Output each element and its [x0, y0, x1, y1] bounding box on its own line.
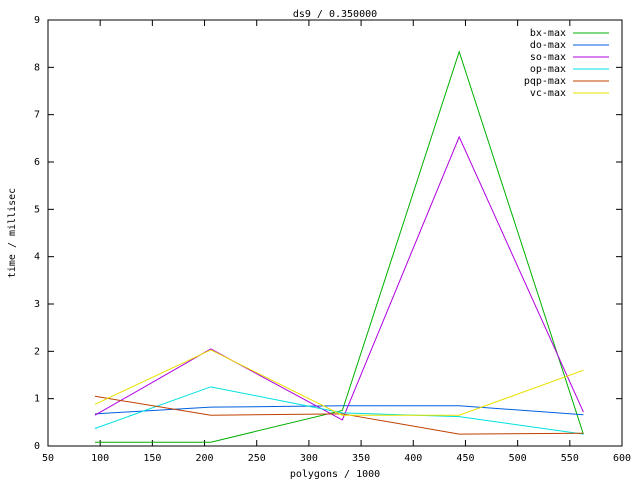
series-line	[94, 349, 584, 416]
chart-title: ds9 / 0.350000	[293, 9, 377, 20]
y-tick-label: 3	[34, 299, 40, 310]
x-tick-label: 50	[42, 453, 54, 464]
y-tick-label: 8	[34, 62, 40, 73]
x-tick-label: 450	[456, 453, 474, 464]
legend-label: so-max	[530, 52, 566, 63]
x-tick-label: 200	[196, 453, 214, 464]
x-tick-label: 350	[352, 453, 370, 464]
y-tick-label: 7	[34, 110, 40, 121]
series-line	[94, 395, 584, 435]
x-tick-label: 100	[91, 453, 109, 464]
y-tick-label: 6	[34, 157, 40, 168]
series-line	[94, 386, 584, 435]
y-tick-label: 0	[34, 441, 40, 452]
legend-label: pqp-max	[524, 76, 566, 87]
x-tick-label: 550	[561, 453, 579, 464]
x-tick-label: 600	[613, 453, 631, 464]
y-tick-label: 5	[34, 204, 40, 215]
x-tick-label: 150	[143, 453, 161, 464]
x-tick-label: 400	[404, 453, 422, 464]
y-tick-label: 2	[34, 346, 40, 357]
x-tick-label: 250	[248, 453, 266, 464]
y-tick-label: 9	[34, 15, 40, 26]
y-tick-label: 1	[34, 394, 40, 405]
series-line	[94, 135, 584, 421]
legend-label: do-max	[530, 40, 566, 51]
plot-frame	[47, 19, 623, 447]
x-axis-label: polygons / 1000	[290, 469, 380, 480]
x-tick-label: 500	[509, 453, 527, 464]
y-axis-label: time / millisec	[7, 188, 18, 278]
legend-label: bx-max	[530, 28, 566, 39]
y-tick-label: 4	[34, 252, 40, 263]
legend-label: vc-max	[530, 88, 566, 99]
series-line	[94, 50, 584, 443]
x-tick-label: 300	[300, 453, 318, 464]
legend-label: op-max	[530, 64, 566, 75]
